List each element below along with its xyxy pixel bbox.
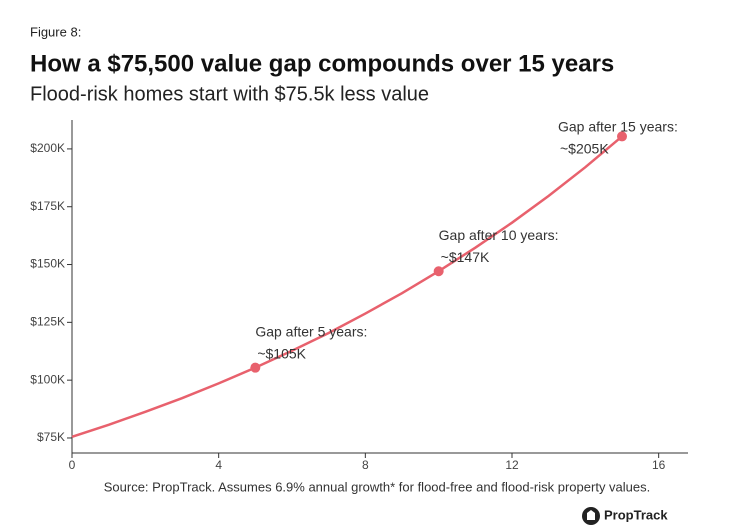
y-tick-label: $175K	[30, 199, 65, 213]
x-tick-label: 4	[215, 458, 222, 472]
y-tick-label: $200K	[30, 141, 65, 155]
marker	[433, 266, 444, 277]
annotation: Gap after 5 years:	[255, 323, 367, 339]
y-tick-label: $100K	[30, 372, 65, 386]
x-tick-label: 16	[652, 458, 666, 472]
chart-subtitle: Flood-risk homes start with $75.5k less …	[30, 83, 429, 105]
x-tick-label: 0	[69, 458, 76, 472]
chart-title: How a $75,500 value gap compounds over 1…	[30, 50, 614, 77]
line	[71, 135, 623, 439]
x-tick-label: 12	[505, 458, 519, 472]
x-tick-label: 8	[362, 458, 369, 472]
marker	[617, 131, 627, 142]
annotation: ~$105K	[257, 345, 306, 361]
y-tick-label: $150K	[30, 257, 65, 271]
y-tick-label: $75K	[37, 430, 65, 444]
brand: PropTrack	[604, 507, 668, 522]
y-tick-label: $125K	[30, 315, 65, 329]
annotation: ~$147K	[441, 249, 490, 265]
marker	[250, 362, 261, 373]
annotation: Gap after 10 years:	[439, 227, 559, 243]
annotation: Gap after 15 years:	[558, 119, 678, 135]
source-note: Source: PropTrack. Assumes 6.9% annual g…	[104, 479, 651, 494]
figure-label: Figure 8:	[30, 24, 81, 39]
brand-icon-house	[587, 510, 595, 520]
annotation: ~$205K	[560, 141, 609, 157]
